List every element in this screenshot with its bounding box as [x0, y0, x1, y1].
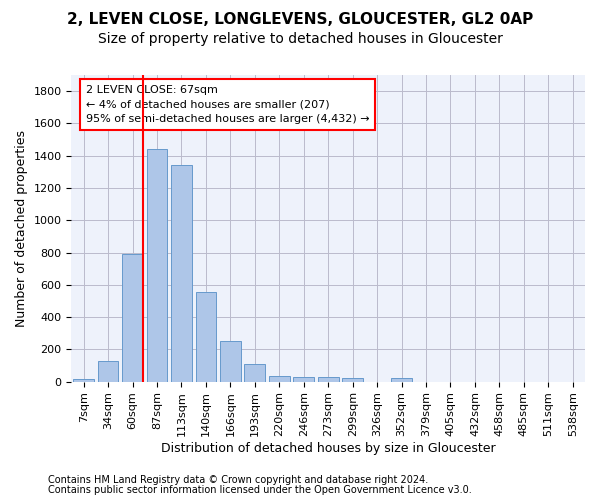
Bar	[220, 342, 241, 382]
X-axis label: Distribution of detached houses by size in Gloucester: Distribution of detached houses by size …	[161, 442, 496, 455]
Text: Contains public sector information licensed under the Open Government Licence v3: Contains public sector information licen…	[48, 485, 472, 495]
Bar	[146, 149, 167, 382]
Text: Contains HM Land Registry data © Crown copyright and database right 2024.: Contains HM Land Registry data © Crown c…	[48, 475, 428, 485]
Bar	[269, 376, 290, 382]
Bar	[196, 292, 217, 382]
Bar	[73, 379, 94, 382]
Bar	[342, 378, 363, 382]
Bar	[318, 377, 338, 382]
Bar	[293, 377, 314, 382]
Bar	[122, 254, 143, 382]
Text: 2, LEVEN CLOSE, LONGLEVENS, GLOUCESTER, GL2 0AP: 2, LEVEN CLOSE, LONGLEVENS, GLOUCESTER, …	[67, 12, 533, 28]
Bar	[244, 364, 265, 382]
Text: Size of property relative to detached houses in Gloucester: Size of property relative to detached ho…	[98, 32, 502, 46]
Bar	[171, 166, 192, 382]
Bar	[391, 378, 412, 382]
Y-axis label: Number of detached properties: Number of detached properties	[15, 130, 28, 327]
Text: 2 LEVEN CLOSE: 67sqm
← 4% of detached houses are smaller (207)
95% of semi-detac: 2 LEVEN CLOSE: 67sqm ← 4% of detached ho…	[86, 84, 369, 124]
Bar	[98, 360, 118, 382]
